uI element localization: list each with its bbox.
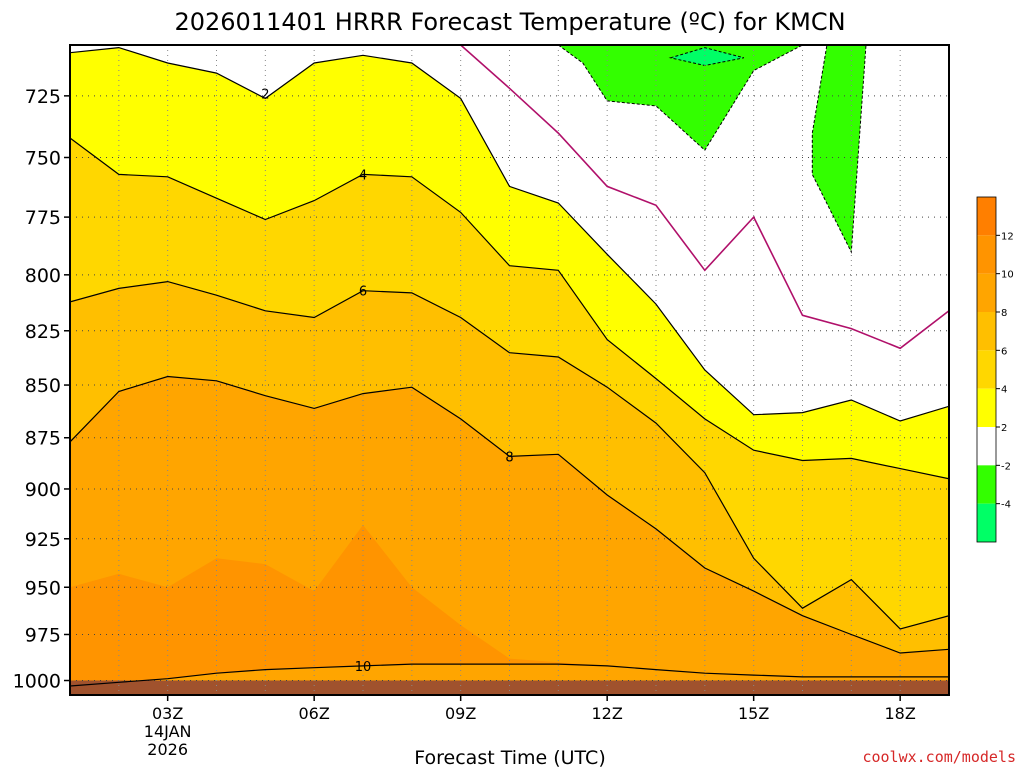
chart-title: 2026011401 HRRR Forecast Temperature (ºC… [174,8,845,36]
y-tick-label-825: 825 [25,321,61,343]
y-tick-label-850: 850 [25,375,61,397]
colorbar-bin-10 [977,235,996,274]
colorbar-bin--4 [977,465,996,504]
contour-label-2: 2 [261,87,269,102]
cold-pocket-1 [811,45,867,254]
x-tick-label-15Z: 15Z [738,704,769,723]
contour-label-10: 10 [355,660,372,675]
y-tick-label-775: 775 [25,207,61,229]
cold-pocket-0 [557,45,803,151]
contour-label-6: 6 [359,285,367,300]
colorbar-bin--6 [977,503,996,542]
ground-strip [70,680,949,695]
y-tick-label-950: 950 [25,577,61,599]
contour-10 [70,663,949,687]
x-tick-label-06Z: 06Z [299,704,330,723]
colorbar-bin--2 [977,427,996,466]
colorbar-bin-12 [977,197,996,236]
band-minus2-to-2 [70,45,949,421]
y-tick-label-725: 725 [25,86,61,108]
band-10-to-12 [70,525,949,686]
freezing-line [460,45,949,350]
colorbar-bin-2 [977,388,996,427]
cold-pocket-2 [668,47,745,67]
x-tick-year: 2026 [147,740,188,759]
contour-label-4: 4 [359,168,367,183]
y-tick-label-800: 800 [25,265,61,287]
x-tick-label-09Z: 09Z [445,704,476,723]
colorbar-label-2: 2 [1001,423,1007,434]
colorbar-frame [976,196,997,543]
x-tick-label-18Z: 18Z [885,704,916,723]
y-tick-label-750: 750 [25,147,61,169]
contour-2 [70,46,949,422]
colorbar-bin-8 [977,273,996,312]
contour-6 [70,280,949,630]
plot-frame [69,44,950,696]
colorbar-label-4: 4 [1001,385,1007,396]
y-tick-label-900: 900 [25,479,61,501]
y-axis: 725 750 775 800 825 850 875 900 925 950 975 1000 [13,86,70,693]
x-tick-label-03Z: 03Z [152,704,183,723]
colorbar-label--4: -4 [1001,500,1011,511]
contour-lines: 2 4 6 8 10 [70,45,949,687]
y-tick-label-975: 975 [25,624,61,646]
colorbar-bin-4 [977,350,996,389]
site-credit: coolwx.com/models [862,748,1016,766]
plot-area [70,45,949,695]
colorbar-legend: 12 10 8 6 4 2 -2 -4 [976,196,1014,543]
gridlines [69,45,950,695]
colorbar-bin-6 [977,312,996,351]
colorbar-label-8: 8 [1001,308,1007,319]
contour-8 [70,375,949,654]
x-tick-label-12Z: 12Z [592,704,623,723]
colorbar-label--2: -2 [1001,461,1011,472]
colorbar-label-12: 12 [1001,231,1014,242]
colorbar-label-6: 6 [1001,346,1007,357]
x-axis-label: Forecast Time (UTC) [414,747,605,768]
y-tick-label-875: 875 [25,428,61,450]
colorbar-label-10: 10 [1001,270,1014,281]
y-tick-label-925: 925 [25,529,61,551]
contour-4 [70,137,949,480]
contour-label-8: 8 [505,450,513,465]
x-tick-date: 14JAN [144,722,192,741]
y-tick-label-1000: 1000 [13,671,61,693]
